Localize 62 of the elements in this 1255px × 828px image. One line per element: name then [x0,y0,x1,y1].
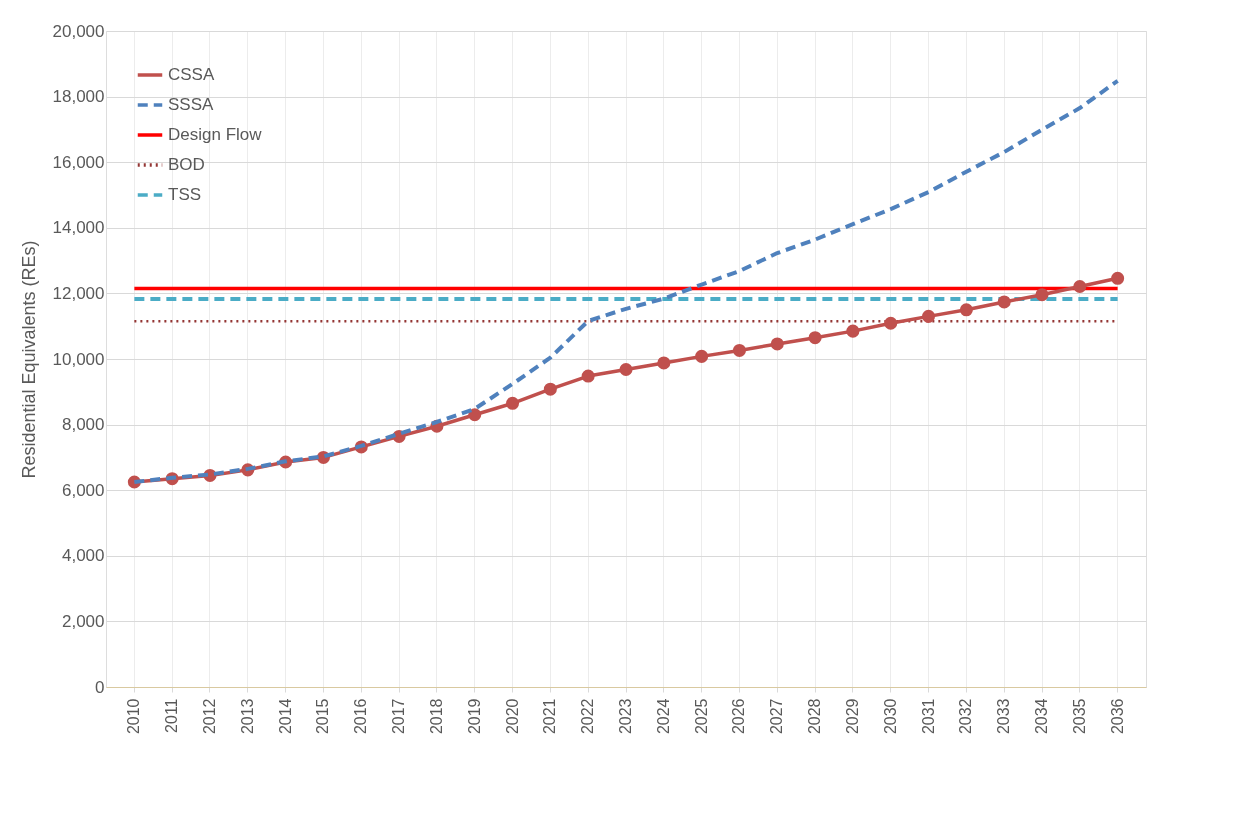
point [581,369,595,383]
point [695,349,709,363]
y-tick-label: 4,000 [61,546,105,566]
x-tick-label: 2018 [427,698,445,735]
x-tick-label: 2016 [352,698,370,735]
x-tick-label: 2032 [957,698,975,735]
legend-label: Design Flow [168,125,263,144]
y-tick-label: 18,000 [52,87,105,107]
point [808,331,822,345]
x-tick-label: 2023 [617,698,634,735]
point [1035,288,1049,302]
x-tick-label: 2031 [919,698,937,735]
x-tick-label: 2010 [125,698,143,735]
y-tick-label: 6,000 [61,480,105,500]
y-tick-label: 16,000 [52,152,105,172]
x-tick-label: 2015 [314,698,332,735]
y-tick-label: 2,000 [61,611,105,631]
point [846,324,860,338]
x-tick-label: 2030 [881,698,899,735]
legend-label: SSSA [168,95,215,114]
y-tick-label: 20,000 [52,21,105,41]
x-tick-label: 2025 [692,698,710,735]
x-tick-label: 2035 [1070,698,1088,735]
point [619,362,633,376]
x-tick-label: 2017 [390,698,408,735]
point [997,295,1011,309]
x-tick-label: 2021 [541,698,559,735]
point [506,396,520,410]
x-tick-label: 2022 [579,698,597,735]
x-tick-label: 2028 [806,698,824,735]
x-tick-label: 2013 [238,698,256,735]
point [1111,271,1125,285]
y-axis-title: Residential Equivalents (REs) [18,240,39,479]
legend-label: CSSA [168,65,215,84]
x-tick-label: 2036 [1108,698,1126,735]
point [1073,280,1087,294]
point [770,337,784,351]
x-tick-label: 2034 [1033,698,1050,735]
x-tick-label: 2033 [995,698,1013,735]
legend-label: TSS [168,185,202,204]
x-tick-label: 2026 [730,698,748,735]
y-tick-label: 0 [95,677,105,697]
y-tick-label: 14,000 [52,218,105,238]
point [543,382,557,396]
x-tick-label: 2024 [654,698,672,735]
x-tick-label: 2011 [163,698,181,733]
x-tick-label: 2020 [503,698,521,735]
x-tick-label: 2029 [843,698,861,735]
y-tick-label: 12,000 [52,283,105,303]
x-tick-label: 2027 [768,698,786,735]
x-tick-label: 2019 [465,698,483,735]
point [922,309,936,323]
x-tick-label: 2014 [276,698,294,735]
point [468,408,482,422]
point [884,316,898,330]
x-tick-label: 2012 [201,698,218,735]
point [732,343,746,357]
point [657,356,671,370]
point [959,303,973,317]
y-tick-label: 10,000 [52,349,105,369]
y-tick-label: 8,000 [61,415,105,435]
legend-label: BOD [168,155,205,174]
